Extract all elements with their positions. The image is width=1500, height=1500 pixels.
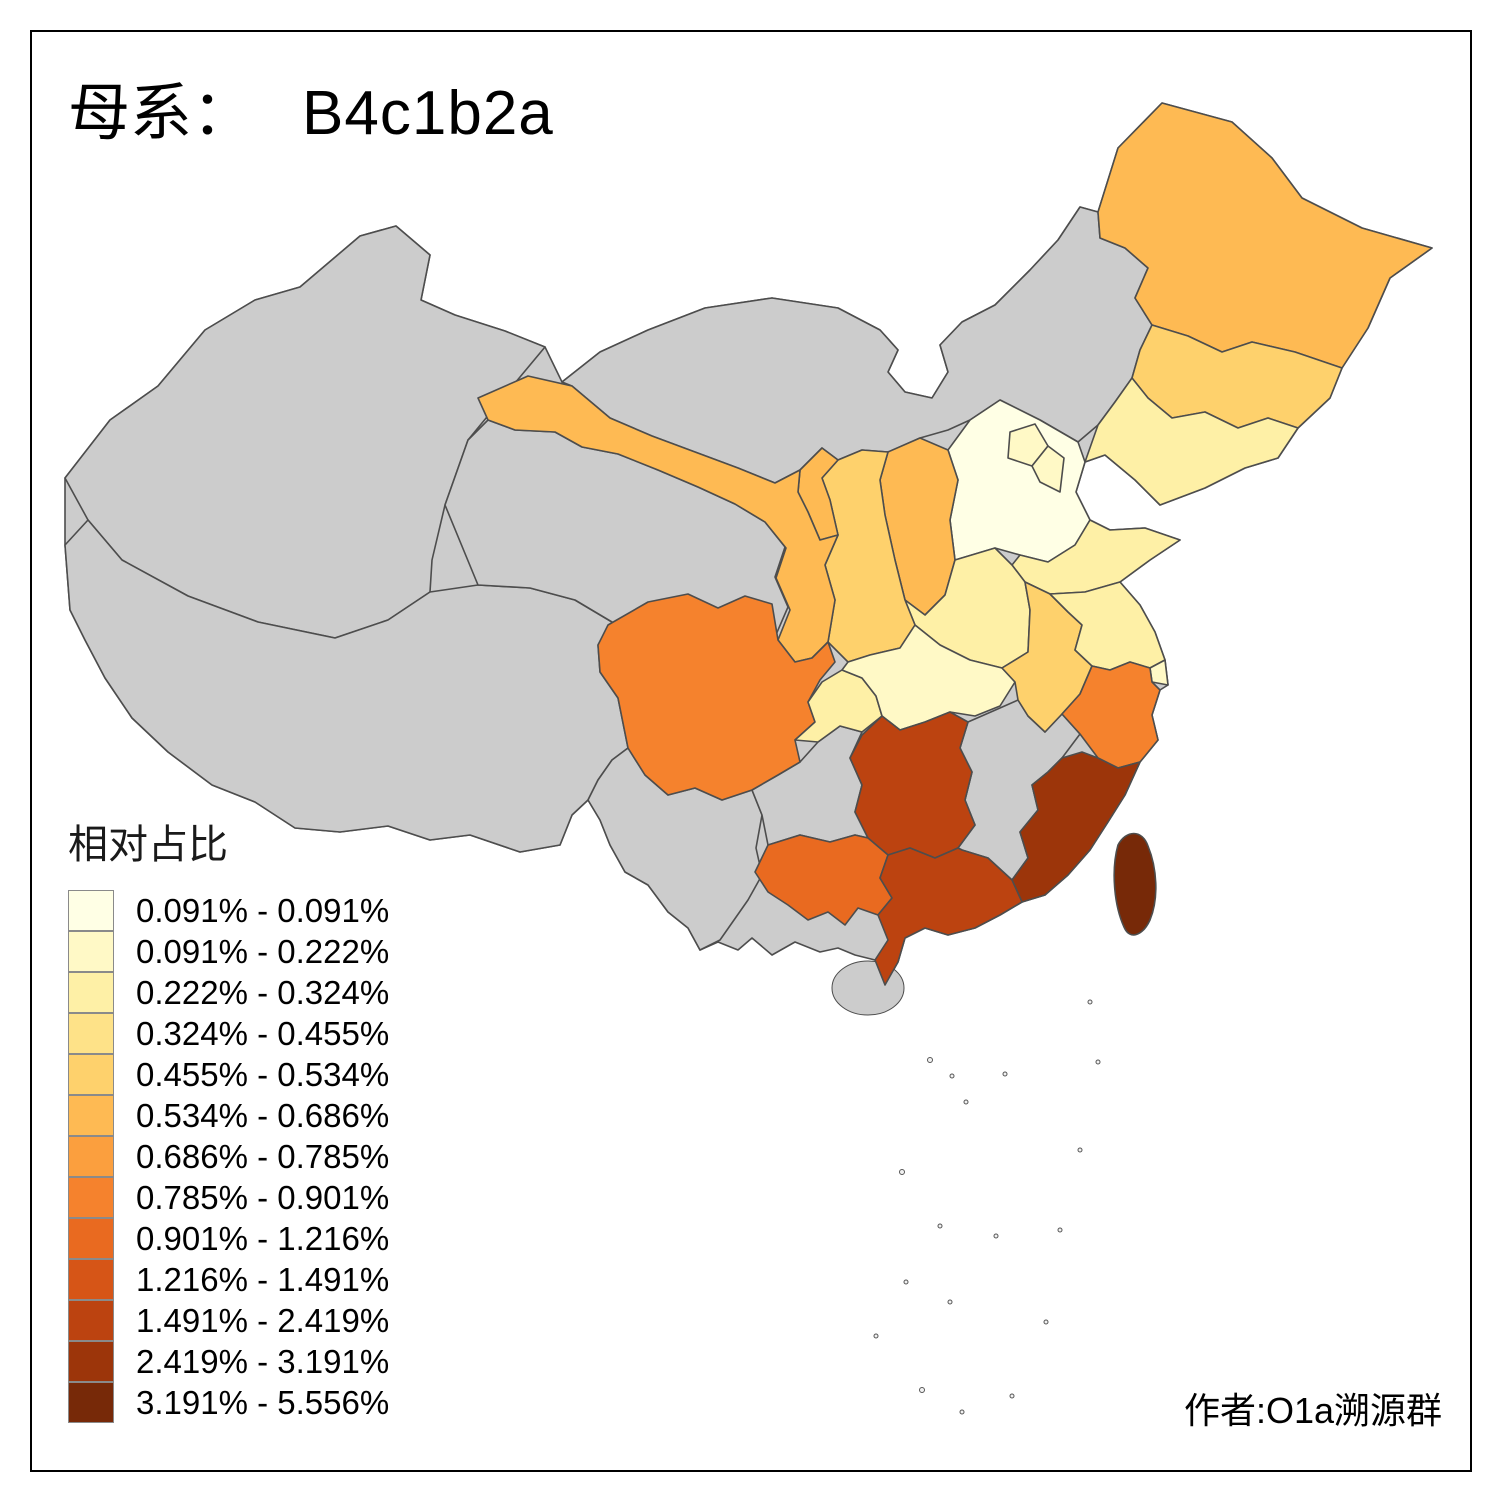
legend-swatch [68, 1177, 114, 1218]
legend-swatch [68, 1136, 114, 1177]
legend-swatch [68, 1341, 114, 1382]
title-haplogroup: B4c1b2a [302, 79, 554, 148]
legend-row: 1.216% - 1.491% [68, 1259, 389, 1300]
legend-label: 0.091% - 0.222% [136, 932, 390, 970]
legend-swatch [68, 1054, 114, 1095]
legend-label: 3.191% - 5.556% [136, 1383, 390, 1421]
legend-row: 1.491% - 2.419% [68, 1300, 389, 1341]
legend: 相对占比 0.091% - 0.091% 0.091% - 0.222% 0.222… [68, 812, 389, 1423]
province-hubei [841, 624, 1016, 731]
legend-swatch [68, 1382, 114, 1423]
province-guangdong [874, 847, 1023, 986]
legend-label: 0.455% - 0.534% [136, 1055, 390, 1093]
legend-swatch [68, 1300, 114, 1341]
legend-row: 2.419% - 3.191% [68, 1341, 389, 1382]
legend-label: 1.491% - 2.419% [136, 1301, 390, 1339]
legend-label: 0.324% - 0.455% [136, 1014, 390, 1052]
legend-row: 0.534% - 0.686% [68, 1095, 389, 1136]
legend-label: 0.222% - 0.324% [136, 973, 390, 1011]
legend-row: 0.785% - 0.901% [68, 1177, 389, 1218]
sea-islands [873, 999, 1101, 1415]
province-zhejiang [1061, 661, 1161, 769]
legend-row: 0.455% - 0.534% [68, 1054, 389, 1095]
province-liaoning [1084, 377, 1299, 506]
legend-label: 0.534% - 0.686% [136, 1096, 390, 1134]
legend-swatch [68, 972, 114, 1013]
province-xizang [64, 519, 629, 853]
province-tianjin [1031, 445, 1065, 493]
legend-label: 2.419% - 3.191% [136, 1342, 390, 1380]
legend-row: 0.091% - 0.222% [68, 931, 389, 972]
title-prefix: 母系： [68, 79, 255, 148]
page-title: 母系： B4c1b2a [68, 62, 554, 152]
legend-items: 0.091% - 0.091% 0.091% - 0.222% 0.222% - 0… [68, 890, 389, 1423]
legend-swatch [68, 931, 114, 972]
legend-row: 3.191% - 5.556% [68, 1382, 389, 1423]
legend-label: 0.785% - 0.901% [136, 1178, 390, 1216]
legend-row: 0.324% - 0.455% [68, 1013, 389, 1054]
legend-label: 0.091% - 0.091% [136, 891, 390, 929]
legend-label: 0.901% - 1.216% [136, 1219, 390, 1257]
legend-row: 0.091% - 0.091% [68, 890, 389, 931]
legend-title: 相对占比 [68, 823, 228, 867]
legend-swatch [68, 1259, 114, 1300]
legend-row: 0.222% - 0.324% [68, 972, 389, 1013]
author-credit: 作者:O1a溯源群 [1183, 1390, 1442, 1431]
province-hunan [849, 711, 976, 859]
legend-label: 1.216% - 1.491% [136, 1260, 390, 1298]
province-taiwan [1113, 832, 1157, 936]
legend-row: 0.686% - 0.785% [68, 1136, 389, 1177]
legend-swatch [68, 890, 114, 931]
legend-swatch [68, 1218, 114, 1259]
legend-swatch [68, 1013, 114, 1054]
legend-label: 0.686% - 0.785% [136, 1137, 390, 1175]
legend-swatch [68, 1095, 114, 1136]
legend-row: 0.901% - 1.216% [68, 1218, 389, 1259]
